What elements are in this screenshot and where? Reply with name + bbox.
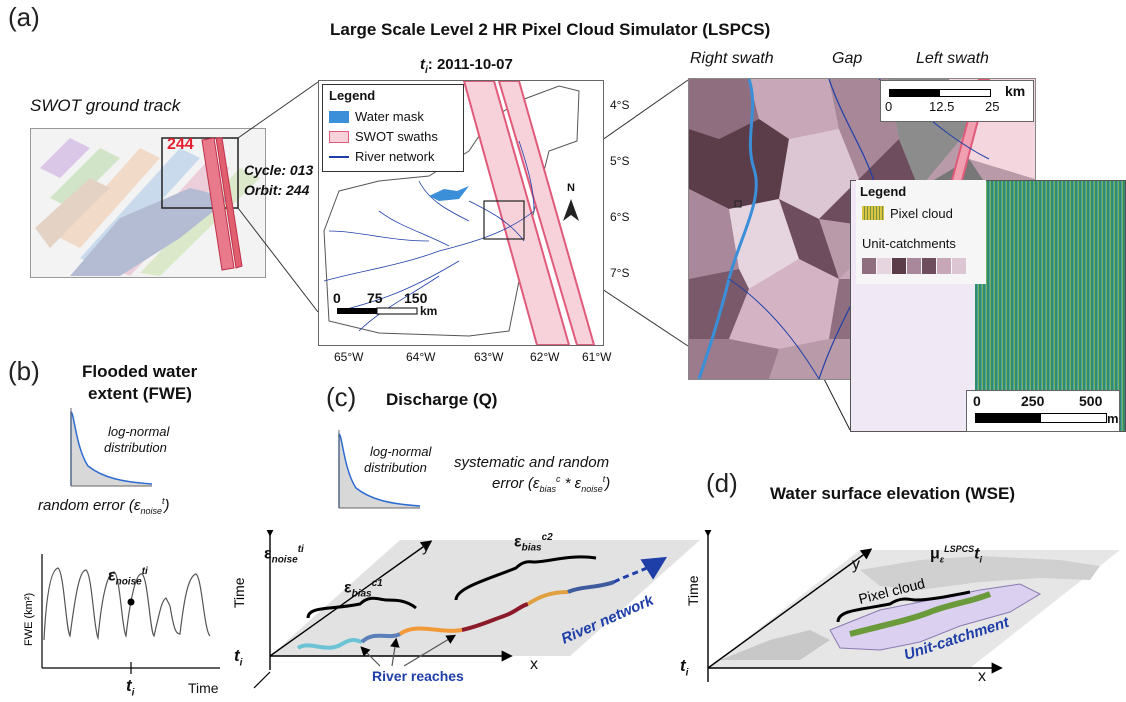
lon-tick-62: 62°W bbox=[530, 350, 560, 364]
panel-c-3d-plot: Time River network bbox=[231, 530, 700, 689]
legend-water-label: Water mask bbox=[355, 109, 424, 124]
main-map bbox=[318, 80, 604, 346]
scale3-250: 250 bbox=[1021, 393, 1045, 409]
map-legend-title: Legend bbox=[329, 88, 376, 103]
legend-river-swatch bbox=[329, 156, 349, 158]
track-number: 244 bbox=[167, 136, 194, 153]
main-map-graphic bbox=[323, 81, 596, 345]
panel-c-title: Discharge (Q) bbox=[386, 390, 498, 409]
panel-b-dist-1: log-normal bbox=[108, 424, 170, 439]
scale2-unit: km bbox=[1005, 83, 1026, 99]
scale1-0: 0 bbox=[333, 290, 341, 306]
panel-d-x-axis: x bbox=[978, 668, 986, 685]
scale2-box: 0 12.5 25 km bbox=[880, 80, 1034, 122]
lat-tick-5: 5°S bbox=[610, 154, 630, 168]
ground-track-image bbox=[30, 128, 266, 278]
scale2-0: 0 bbox=[885, 99, 893, 114]
catchment-swatches bbox=[862, 258, 966, 274]
scale1-unit: km bbox=[420, 304, 438, 318]
panel-b-eps: εnoiseti bbox=[108, 566, 148, 588]
panel-b-distribution bbox=[70, 408, 152, 487]
unit-catchments-legend-label: Unit-catchments bbox=[862, 236, 956, 251]
panel-c-distribution bbox=[338, 430, 420, 509]
panel-c-eps-bias-c2: εbiasc2 bbox=[514, 532, 553, 554]
panel-c-dist-2: distribution bbox=[364, 460, 427, 475]
panel-d-y-axis: y bbox=[852, 556, 860, 573]
legend-river-label: River network bbox=[355, 149, 435, 164]
panel-c-error-2: error (εbiasc * εnoiset) bbox=[492, 474, 611, 494]
scale2-bar bbox=[889, 89, 991, 97]
panel-a-title: Large Scale Level 2 HR Pixel Cloud Simul… bbox=[330, 20, 771, 39]
right-swath-label: Right swath bbox=[690, 50, 774, 67]
scale3-box: 0 250 500 m bbox=[966, 390, 1120, 432]
panel-d-3d-plot: Time Pixel cloud Unit-catchment bbox=[685, 530, 1120, 682]
panel-c-ti: ti bbox=[234, 646, 243, 669]
cycle-label: Cycle: 013 bbox=[244, 162, 314, 178]
panel-d-ti: ti bbox=[680, 656, 689, 679]
map-legend: Legend Water mask SWOT swaths River netw… bbox=[322, 84, 464, 172]
gap-label: Gap bbox=[832, 50, 863, 67]
panel-c-x-axis: x bbox=[530, 656, 538, 673]
scale3-500: 500 bbox=[1079, 393, 1103, 409]
fwe-timeseries: FWE (km²) bbox=[23, 554, 220, 674]
lat-tick-6: 6°S bbox=[610, 210, 630, 224]
panel-d-title: Water surface elevation (WSE) bbox=[770, 484, 1015, 503]
panel-c-river-reaches: River reaches bbox=[372, 668, 464, 684]
lat-tick-7: 7°S bbox=[610, 266, 630, 280]
scale3-0: 0 bbox=[973, 393, 981, 409]
legend-swath-swatch bbox=[329, 131, 349, 143]
panel-d-letter: (d) bbox=[706, 468, 738, 498]
scale2-25: 25 bbox=[985, 99, 1000, 114]
inset-legend: Legend Pixel cloud Unit-catchments bbox=[856, 180, 986, 284]
ground-track-label: SWOT ground track bbox=[30, 96, 181, 115]
panel-b-title-2: extent (FWE) bbox=[88, 384, 192, 403]
panel-c-eps-bias-c1: εbiasc1 bbox=[344, 578, 383, 600]
north-label: N bbox=[567, 182, 575, 194]
legend-water-swatch bbox=[329, 111, 349, 123]
scale1-75: 75 bbox=[367, 290, 383, 306]
panel-c-eps-noise: εnoiseti bbox=[264, 544, 304, 566]
pixel-cloud-swatch bbox=[862, 206, 884, 220]
orbit-label: Orbit: 244 bbox=[244, 182, 310, 198]
scale1-150: 150 bbox=[404, 290, 428, 306]
panel-b-letter: (b) bbox=[8, 356, 40, 386]
panel-b-xlabel: Time bbox=[188, 680, 219, 696]
panel-c-error-1: systematic and random bbox=[454, 454, 610, 471]
lon-tick-61: 61°W bbox=[582, 350, 612, 364]
scale3-unit: m bbox=[1107, 411, 1119, 426]
panel-c-letter: (c) bbox=[326, 382, 357, 412]
scale3-bar bbox=[975, 413, 1107, 423]
left-swath-label: Left swath bbox=[916, 50, 989, 67]
panel-c-y-axis: y bbox=[422, 538, 430, 555]
legend-swath-label: SWOT swaths bbox=[355, 129, 438, 144]
fwe-ylabel: FWE (km²) bbox=[23, 593, 35, 646]
inset-legend-title: Legend bbox=[860, 184, 907, 199]
scale2-12: 12.5 bbox=[929, 99, 955, 114]
lat-tick-4: 4°S bbox=[610, 98, 630, 112]
lon-tick-64: 64°W bbox=[406, 350, 436, 364]
panel-b-error: random error (εnoiset) bbox=[38, 496, 170, 516]
pixel-cloud-legend-label: Pixel cloud bbox=[890, 206, 953, 221]
panel-d-mu: μεLSPCSti bbox=[930, 544, 982, 565]
panel-b-title-1: Flooded water bbox=[82, 362, 198, 381]
panel-c-time-label: Time bbox=[231, 577, 247, 608]
lon-tick-63: 63°W bbox=[474, 350, 504, 364]
lon-tick-65: 65°W bbox=[334, 350, 364, 364]
panel-b-ti: ti bbox=[126, 676, 135, 699]
inset-white-gap bbox=[851, 269, 975, 431]
panel-b-dist-2: distribution bbox=[104, 440, 167, 455]
panel-c-dist-1: log-normal bbox=[370, 444, 432, 459]
north-arrow bbox=[563, 199, 579, 221]
map-time-label: ti: 2011-10-07 bbox=[420, 56, 513, 76]
panel-d-time-label: Time bbox=[685, 575, 701, 606]
panel-a-letter: (a) bbox=[8, 2, 40, 32]
